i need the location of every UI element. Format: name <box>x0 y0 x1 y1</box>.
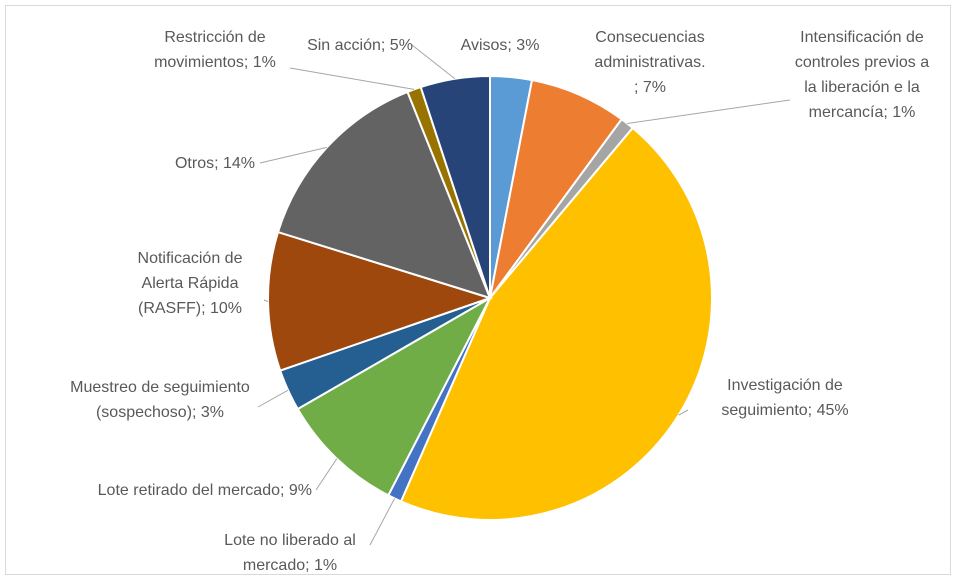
leader-line <box>289 67 415 90</box>
data-label: Sin acción; 5% <box>307 37 413 54</box>
data-label-line: seguimiento; 45% <box>721 402 848 419</box>
pie-slice <box>419 74 491 299</box>
data-label: Intensificación de controles previos a la … <box>795 29 929 121</box>
data-label-line: mercado; 1% <box>243 557 337 574</box>
leader-line <box>257 389 289 408</box>
data-label: Avisos; 3% <box>461 37 540 54</box>
data-label: Notificación de Alerta Rápida (RASFF); 10% <box>138 250 243 317</box>
data-label-line: Otros; 14% <box>175 155 255 172</box>
data-label-line: Sin acción; 5% <box>307 37 413 54</box>
data-label-line: Alerta Rápida <box>142 275 239 292</box>
data-label-line: Restricción de <box>164 29 265 46</box>
data-label-line: Consecuencias <box>595 29 704 46</box>
data-label-line: mercancía; 1% <box>809 104 916 121</box>
data-label-line: la liberación e la <box>804 79 920 96</box>
data-label-line: (sospechoso); 3% <box>96 404 224 421</box>
data-label-line: ; 7% <box>634 79 666 96</box>
data-label-line: Lote retirado del mercado; 9% <box>98 482 312 499</box>
data-label-line: (RASFF); 10% <box>138 300 242 317</box>
leader-line <box>263 299 269 302</box>
data-label-line: Muestreo de seguimiento <box>70 379 250 396</box>
data-label: Restricción de movimientos; 1% <box>154 29 276 71</box>
leader-line <box>369 498 396 546</box>
data-label: Muestreo de seguimiento (sospechoso); 3% <box>70 379 250 421</box>
data-label: Lote retirado del mercado; 9% <box>98 482 312 499</box>
data-label-line: controles previos a <box>795 54 929 71</box>
pie-slice <box>276 90 492 300</box>
leader-line <box>678 409 689 416</box>
data-label: Consecuencias administrativas. ; 7% <box>594 29 705 96</box>
data-label-line: Notificación de <box>138 250 243 267</box>
leader-line <box>259 146 328 164</box>
data-label-line: administrativas. <box>594 54 705 71</box>
data-label: Investigación de seguimiento; 45% <box>721 377 848 419</box>
leader-line <box>315 458 338 491</box>
data-label-line: Avisos; 3% <box>461 37 540 54</box>
data-label-line: movimientos; 1% <box>154 54 276 71</box>
data-label-line: Intensificación de <box>800 29 924 46</box>
leader-line <box>411 44 456 80</box>
leader-line <box>627 99 791 124</box>
data-label: Lote no liberado al mercado; 1% <box>224 532 356 574</box>
data-label-line: Lote no liberado al <box>224 532 356 549</box>
pie-slice <box>267 230 494 372</box>
data-label: Otros; 14% <box>175 155 255 172</box>
data-label-line: Investigación de <box>727 377 843 394</box>
pie-slice <box>296 295 493 497</box>
